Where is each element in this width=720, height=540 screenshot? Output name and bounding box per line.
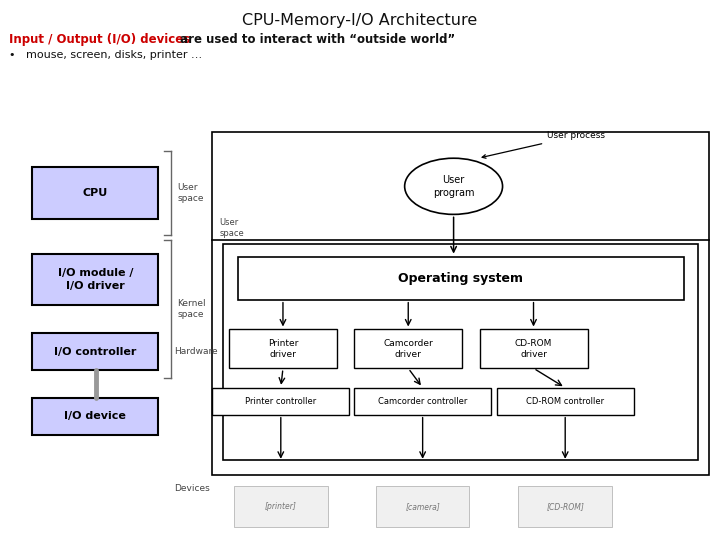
FancyBboxPatch shape bbox=[32, 167, 158, 219]
FancyBboxPatch shape bbox=[376, 486, 469, 526]
Text: Input / Output (I/O) devices: Input / Output (I/O) devices bbox=[9, 33, 190, 46]
Text: Kernel
space: Kernel space bbox=[177, 299, 206, 319]
Text: Camcorder
driver: Camcorder driver bbox=[383, 339, 433, 359]
FancyBboxPatch shape bbox=[32, 398, 158, 435]
FancyBboxPatch shape bbox=[354, 388, 491, 415]
Text: User process: User process bbox=[482, 131, 606, 158]
FancyBboxPatch shape bbox=[212, 388, 349, 415]
Text: User
program: User program bbox=[433, 175, 474, 198]
FancyBboxPatch shape bbox=[229, 329, 337, 368]
FancyBboxPatch shape bbox=[32, 333, 158, 370]
FancyBboxPatch shape bbox=[223, 244, 698, 460]
Text: Printer
driver: Printer driver bbox=[268, 339, 298, 359]
FancyBboxPatch shape bbox=[354, 329, 462, 368]
Text: CD-ROM
driver: CD-ROM driver bbox=[515, 339, 552, 359]
FancyBboxPatch shape bbox=[480, 329, 588, 368]
FancyBboxPatch shape bbox=[238, 256, 684, 300]
FancyBboxPatch shape bbox=[518, 486, 612, 526]
Text: Operating system: Operating system bbox=[398, 272, 523, 285]
Text: [camera]: [camera] bbox=[405, 502, 440, 511]
FancyBboxPatch shape bbox=[212, 132, 709, 475]
Text: I/O device: I/O device bbox=[65, 411, 126, 421]
Text: Camcorder controller: Camcorder controller bbox=[378, 397, 467, 406]
Text: CPU: CPU bbox=[83, 188, 108, 198]
FancyBboxPatch shape bbox=[497, 388, 634, 415]
Text: I/O module /
I/O driver: I/O module / I/O driver bbox=[58, 268, 133, 291]
FancyBboxPatch shape bbox=[234, 486, 328, 526]
Text: [CD-ROM]: [CD-ROM] bbox=[546, 502, 584, 511]
Text: are used to interact with “outside world”: are used to interact with “outside world… bbox=[176, 33, 455, 46]
Text: Hardware: Hardware bbox=[174, 347, 218, 355]
Text: CPU-Memory-I/O Architecture: CPU-Memory-I/O Architecture bbox=[243, 14, 477, 29]
Text: Devices: Devices bbox=[174, 484, 210, 493]
Text: I/O controller: I/O controller bbox=[54, 347, 137, 356]
Text: CD-ROM controller: CD-ROM controller bbox=[526, 397, 604, 406]
Text: User
space: User space bbox=[220, 218, 244, 238]
Text: User
space: User space bbox=[177, 183, 204, 203]
Text: •   mouse, screen, disks, printer …: • mouse, screen, disks, printer … bbox=[9, 50, 202, 60]
FancyBboxPatch shape bbox=[32, 254, 158, 305]
Text: [printer]: [printer] bbox=[265, 502, 297, 511]
Text: Printer controller: Printer controller bbox=[246, 397, 316, 406]
